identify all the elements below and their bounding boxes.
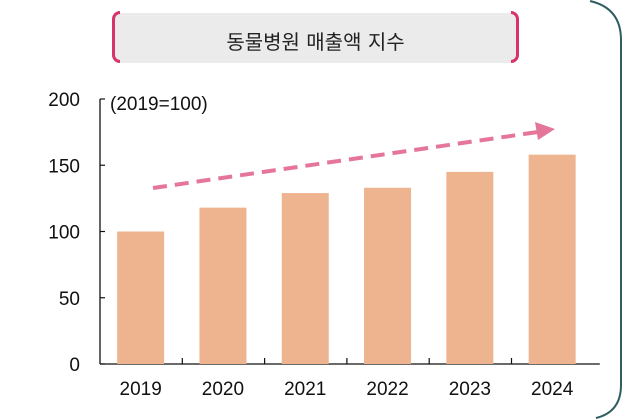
x-tick-label: 2021 bbox=[284, 379, 326, 400]
x-tick-label: 2020 bbox=[202, 379, 244, 400]
bar-2021 bbox=[281, 193, 329, 364]
x-tick-label: 2022 bbox=[366, 379, 408, 400]
x-tick-label: 2019 bbox=[120, 379, 162, 400]
y-tick-label: 50 bbox=[59, 289, 80, 310]
trend-arrow-head-icon bbox=[535, 122, 555, 140]
left-bracket bbox=[112, 11, 120, 63]
chart-title-box: 동물병원 매출액 지수 bbox=[112, 11, 519, 63]
bar-2022 bbox=[364, 187, 412, 364]
bar-2019 bbox=[117, 231, 165, 364]
bar-2020 bbox=[199, 207, 247, 364]
y-tick-label: 200 bbox=[48, 90, 80, 111]
bar-2023 bbox=[446, 171, 494, 364]
y-tick-label: 100 bbox=[48, 223, 80, 244]
chart-title: 동물병원 매출액 지수 bbox=[226, 30, 405, 54]
base-year-annotation: (2019=100) bbox=[110, 94, 208, 115]
bar-2024 bbox=[528, 154, 576, 364]
y-tick-label: 0 bbox=[69, 355, 80, 376]
x-tick-label: 2023 bbox=[449, 379, 491, 400]
x-tick-label: 2024 bbox=[531, 379, 574, 400]
card-border bbox=[589, 0, 622, 419]
right-bracket bbox=[511, 11, 519, 63]
y-tick-label: 150 bbox=[48, 156, 80, 177]
